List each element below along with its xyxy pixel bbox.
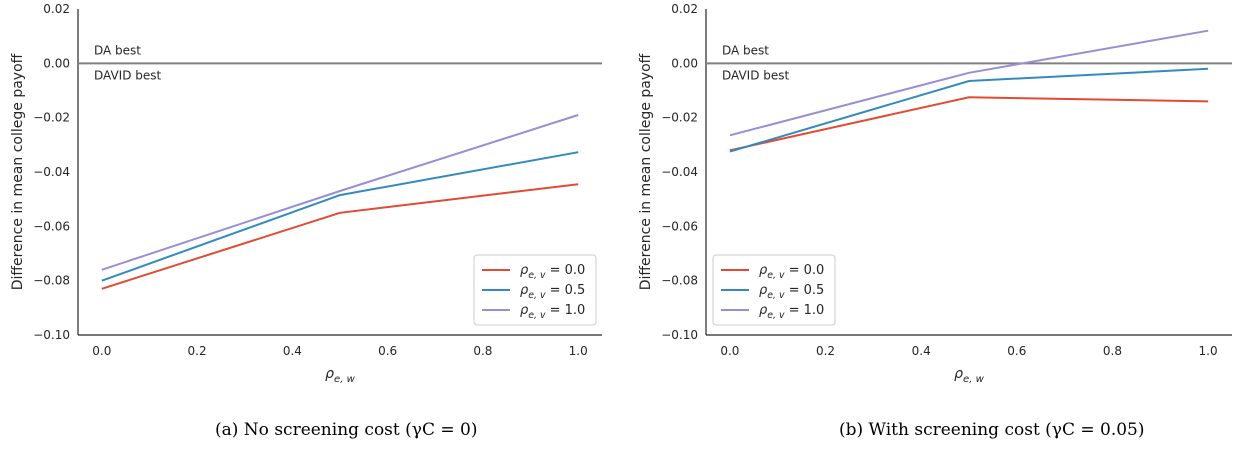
x-tick-label: 0.4 (912, 344, 931, 358)
x-tick-label: 0.8 (1103, 344, 1122, 358)
y-axis-label: Difference in mean college payoff (10, 53, 26, 290)
series-line-0 (729, 96, 1209, 152)
x-tick-label: 0.0 (92, 344, 111, 358)
annotation-david-best: DAVID best (722, 68, 790, 82)
chart-panel-b: 0.02 0.00 −0.02 −0.04 −0.06 −0.08 −0.10 0.0 0.2 0… (638, 2, 1232, 440)
series-line-1 (729, 67, 1209, 153)
x-tick-label: 0.4 (283, 344, 302, 358)
chart-panel-a: 0.02 0.00 −0.02 −0.04 −0.06 −0.08 −0.10 0.0 0.2 0… (10, 2, 602, 440)
annotation-da-best: DA best (94, 43, 141, 57)
y-tick-label: 0.02 (671, 2, 698, 16)
x-tick-label: 1.0 (569, 344, 588, 358)
x-tick-label: 0.6 (378, 344, 397, 358)
y-tick-label: 0.00 (43, 56, 70, 70)
y-axis-label: Difference in mean college payoff (638, 53, 654, 290)
legend-label-2: ρe, v = 1.0 (520, 303, 585, 321)
x-tick-label: 1.0 (1199, 344, 1218, 358)
x-tick-label: 0.2 (188, 344, 207, 358)
x-tick-label: 0.0 (720, 344, 739, 358)
series-line-2 (101, 114, 579, 271)
legend-box (473, 254, 597, 326)
y-tick-label: −0.06 (33, 219, 70, 233)
legend-label-1: ρe, v = 0.5 (759, 283, 824, 301)
annotation-david-best: DAVID best (94, 68, 162, 82)
panel-caption: (b) With screening cost (γC = 0.05) (839, 420, 1145, 440)
x-tick-label: 0.8 (473, 344, 492, 358)
legend-label-0: ρe, v = 0.0 (759, 263, 824, 281)
legend-box (712, 254, 836, 326)
y-tick-label: −0.10 (33, 328, 70, 342)
y-tick-label: 0.02 (43, 2, 70, 16)
y-tick-label: −0.06 (661, 219, 698, 233)
series-line-0 (101, 183, 579, 290)
series-line-1 (101, 151, 579, 282)
y-tick-label: 0.00 (671, 56, 698, 70)
legend-label-0: ρe, v = 0.0 (520, 263, 585, 281)
x-tick-label: 0.2 (816, 344, 835, 358)
legend-label-1: ρe, v = 0.5 (520, 283, 585, 301)
y-tick-label: −0.10 (661, 328, 698, 342)
y-tick-label: −0.08 (661, 274, 698, 288)
annotation-da-best: DA best (722, 43, 769, 57)
legend-label-2: ρe, v = 1.0 (759, 303, 824, 321)
x-tick-label: 0.6 (1007, 344, 1026, 358)
x-axis-label: ρe, w (325, 366, 355, 385)
y-tick-label: −0.02 (33, 111, 70, 125)
y-tick-label: −0.04 (33, 165, 70, 179)
x-axis-label: ρe, w (954, 366, 984, 385)
series-line-2 (729, 29, 1209, 137)
y-tick-label: −0.02 (661, 111, 698, 125)
y-tick-label: −0.04 (661, 165, 698, 179)
panel-caption: (a) No screening cost (γC = 0) (215, 420, 477, 440)
y-tick-label: −0.08 (33, 274, 70, 288)
